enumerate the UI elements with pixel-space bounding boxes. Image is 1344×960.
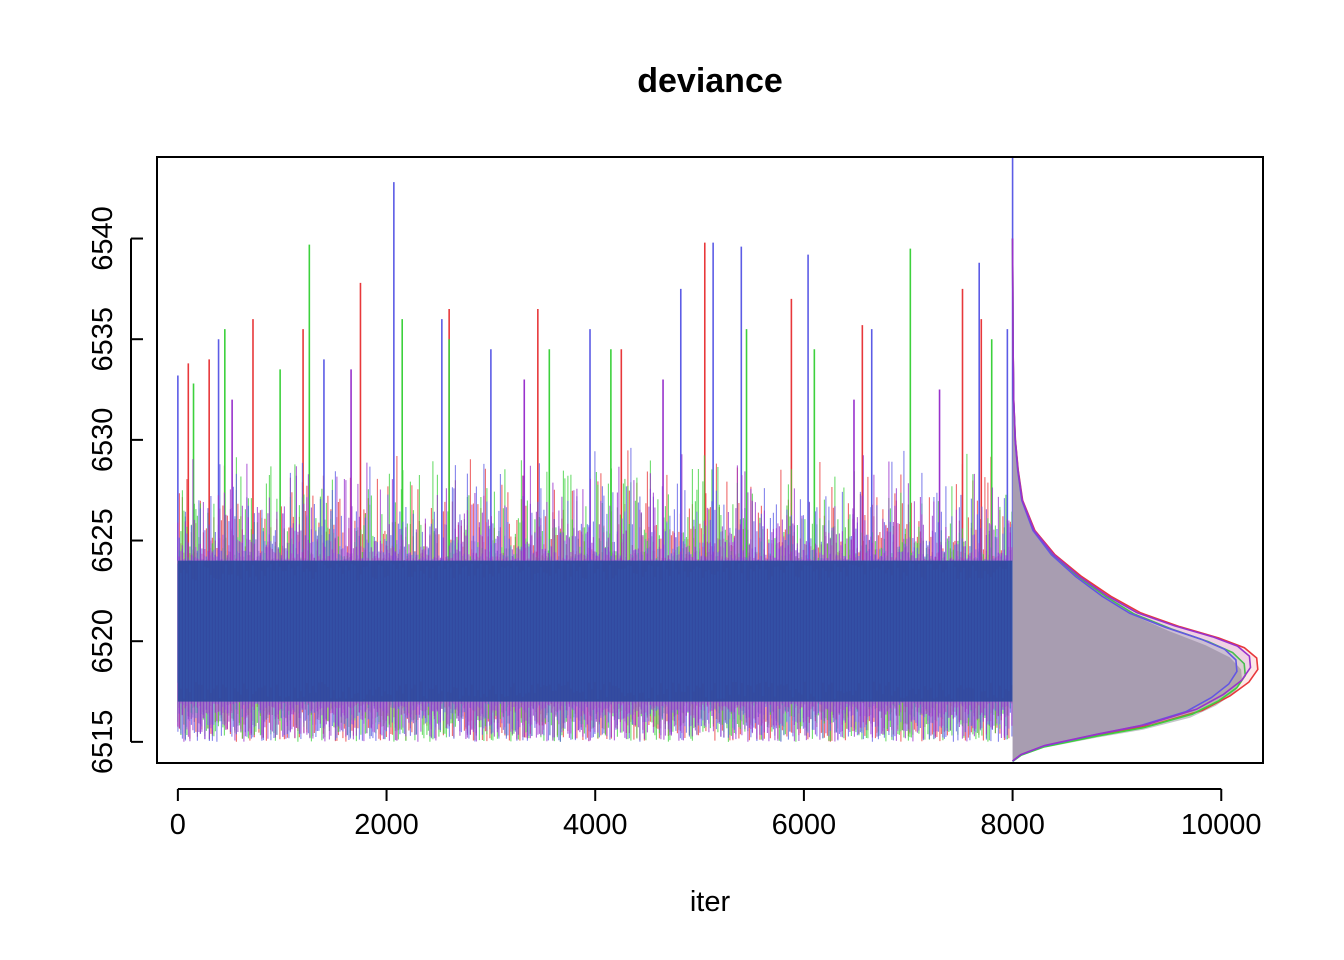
y-tick-label: 6540: [87, 206, 119, 271]
x-tick-label: 0: [170, 809, 186, 841]
plot-frame: [156, 156, 1264, 764]
y-tick-label: 6520: [87, 609, 119, 674]
y-tick-label: 6525: [87, 508, 119, 573]
x-axis: 0 2000 4000 6000 8000 10000: [170, 788, 1262, 841]
density-curve-4: [1011, 238, 1252, 762]
y-axis: 6515 6520 6525 6530 6535 6540: [87, 206, 143, 774]
y-tick-label: 6535: [87, 307, 119, 372]
x-tick-label: 10000: [1181, 809, 1262, 841]
x-tick-label: 8000: [980, 809, 1045, 841]
plot-area: [177, 158, 1259, 763]
x-tick-label: 6000: [772, 809, 837, 841]
density-area: [1012, 238, 1243, 762]
x-axis-label: iter: [690, 886, 731, 918]
chart-title: deviance: [637, 62, 783, 100]
x-tick-label: 4000: [563, 809, 628, 841]
x-tick-label: 2000: [354, 809, 419, 841]
y-tick-label: 6530: [87, 408, 119, 473]
y-tick-label: 6515: [87, 710, 119, 775]
trace-core-texture: [177, 560, 1013, 702]
